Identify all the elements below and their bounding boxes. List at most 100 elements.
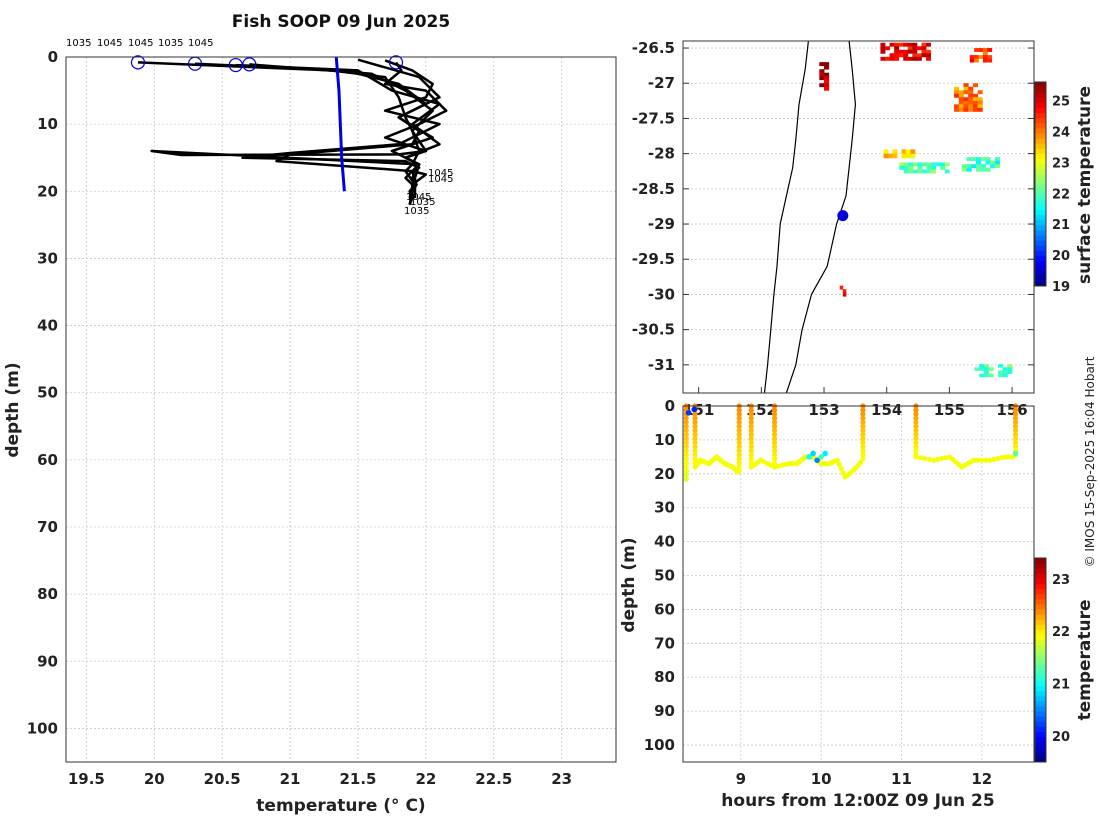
x-tick-label: 23 [551, 770, 572, 788]
section-point [913, 427, 919, 434]
section-point [748, 444, 754, 450]
section-point [771, 415, 778, 421]
sst-cell [931, 165, 937, 170]
colorbar-segment [1035, 629, 1046, 635]
section-point [926, 456, 932, 462]
colorbar-tick-label: 23 [1052, 573, 1070, 588]
section-point [683, 435, 689, 442]
colorbar-segment [1035, 644, 1046, 651]
sst-cell [917, 162, 923, 167]
sst-cell [977, 97, 983, 102]
profile-line [241, 59, 441, 198]
section-y-tick-label: 30 [654, 499, 675, 517]
sst-cell [898, 42, 904, 47]
colorbar-segment [1035, 138, 1046, 144]
y-tick-label: 70 [37, 518, 58, 536]
y-axis-label: depth (m) [3, 362, 23, 457]
colorbar-segment [1035, 122, 1046, 129]
sst-cell [880, 56, 886, 61]
section-x-axis-label: hours from 12:00Z 09 Jun 25 [721, 791, 994, 811]
section-points [683, 403, 1019, 482]
colorbar-segment [1035, 639, 1046, 646]
sst-cell [980, 167, 986, 172]
profile-line [194, 62, 434, 198]
section-point [913, 454, 919, 460]
x-tick-label: 21 [280, 770, 301, 788]
section-point [683, 468, 689, 474]
map-x-tick-label: 155 [934, 401, 965, 419]
profile-line [275, 58, 441, 192]
colorbar-segment [1035, 214, 1046, 221]
section-point [771, 431, 778, 438]
sst-cell [894, 53, 900, 58]
section-point [860, 427, 866, 434]
section-point [991, 456, 997, 462]
profile-start-marker [388, 55, 404, 70]
section-point [748, 431, 754, 438]
sst-cell [926, 49, 931, 54]
colorbar-segment [1035, 240, 1046, 246]
section-point [975, 457, 981, 463]
sst-cell [901, 149, 907, 155]
map-x-tick-label: 153 [808, 401, 839, 419]
sst-cell [958, 104, 964, 109]
sst-cell [910, 149, 916, 155]
sst-cell [968, 107, 974, 112]
section-colorbar: 20 21 22 23 [1034, 557, 1070, 763]
x-tick-label: 20.5 [204, 770, 241, 788]
section-cool-point [810, 450, 816, 457]
section-point [771, 407, 778, 413]
sst-cell [972, 83, 978, 88]
sst-cell [997, 370, 1004, 375]
colorbar-segment [1035, 107, 1046, 114]
section-point [913, 415, 919, 421]
sst-cell [972, 107, 978, 112]
ship-position-marker [837, 210, 849, 222]
section-frame [682, 405, 1035, 763]
sst-cell [944, 162, 950, 167]
colorbar-segment [1035, 168, 1046, 175]
section-point [1012, 440, 1019, 446]
sst-cell [997, 364, 1004, 368]
sst-cell [966, 164, 972, 169]
colorbar-segment [1035, 102, 1046, 108]
sst-cell [979, 373, 985, 378]
sst-cell [978, 48, 984, 52]
sst-cell [926, 165, 932, 170]
sst-cell [944, 169, 950, 174]
sst-cell [963, 90, 969, 95]
section-point [736, 444, 742, 450]
section-y-axis-label: depth (m) [619, 537, 639, 632]
credit-text: © IMOS 15-Sep-2025 16:04 Hobart [1083, 356, 1097, 567]
sst-cell [974, 367, 980, 371]
sst-cell [889, 42, 895, 47]
sst-cell [922, 169, 927, 174]
y-tick-label: 50 [37, 384, 58, 402]
section-point [736, 419, 742, 425]
section-point [736, 448, 742, 454]
sst-cell [994, 164, 1000, 169]
section-y-tick-label: 20 [654, 465, 675, 483]
map-coast [763, 40, 857, 394]
map-frame [682, 40, 1035, 394]
sst-cell [963, 86, 969, 91]
profile-start-marker [130, 55, 146, 70]
colorbar-segment [1035, 558, 1046, 564]
sst-cell [916, 56, 922, 61]
x-tick-label: 22.5 [475, 770, 512, 788]
colorbar-segment [1035, 112, 1046, 119]
section-point [860, 452, 866, 458]
section-point [683, 431, 689, 438]
y-tick-label: 90 [37, 652, 58, 670]
sst-cell [916, 46, 922, 51]
sst-cell [903, 49, 909, 54]
section-point [748, 448, 754, 454]
sst-cell [976, 164, 982, 169]
sst-cell [903, 169, 909, 174]
section-point [748, 456, 754, 462]
section-point [913, 431, 919, 438]
section-point [736, 427, 742, 434]
section-point [692, 431, 698, 438]
sst-cell [963, 83, 969, 88]
colorbar-segment [1035, 700, 1046, 707]
